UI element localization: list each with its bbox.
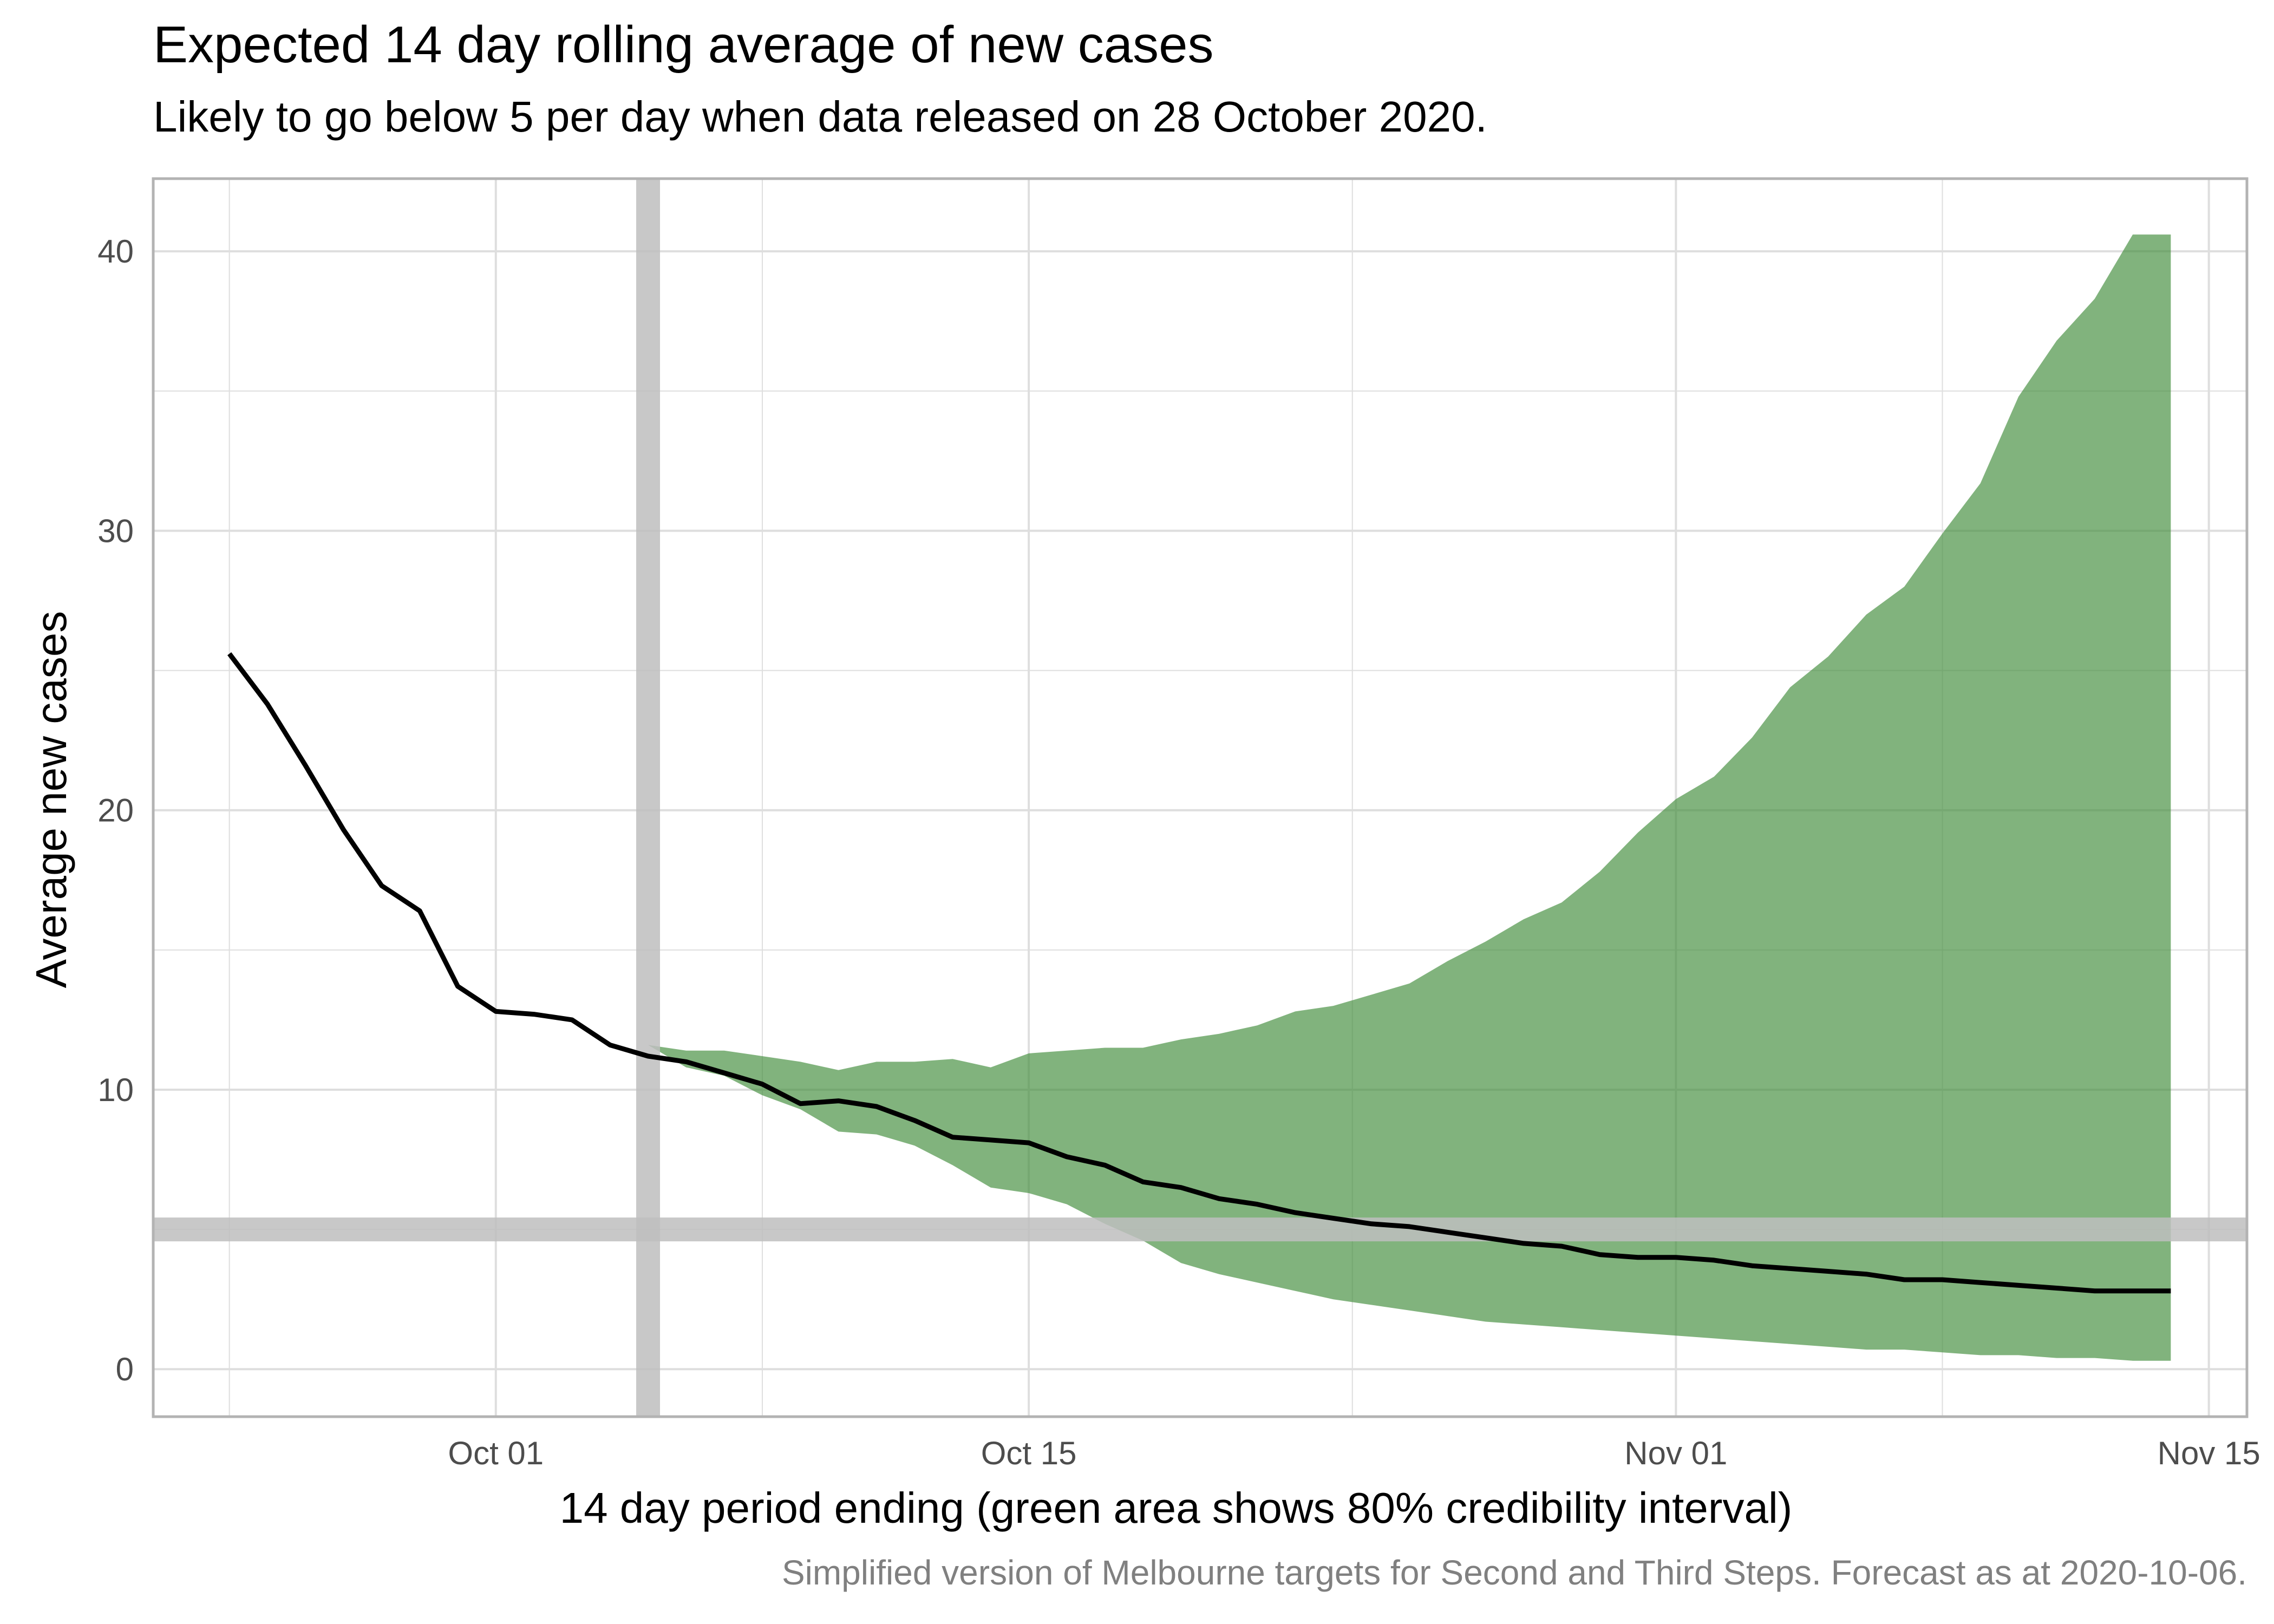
x-tick-label: Nov 01 bbox=[1624, 1435, 1727, 1471]
reference-lines bbox=[153, 179, 2247, 1417]
y-tick-label: 20 bbox=[97, 793, 134, 829]
x-tick-label: Nov 15 bbox=[2158, 1435, 2260, 1471]
y-tick-label: 30 bbox=[97, 513, 134, 549]
y-tick-label: 0 bbox=[116, 1351, 134, 1387]
y-tick-label: 10 bbox=[97, 1072, 134, 1108]
y-tick-label: 40 bbox=[97, 233, 134, 270]
x-tick-labels: Oct 01 Oct 15 Nov 01 Nov 15 bbox=[448, 1435, 2260, 1471]
x-tick-label: Oct 01 bbox=[448, 1435, 544, 1471]
median-line bbox=[227, 652, 2171, 1294]
chart-title: Expected 14 day rolling average of new c… bbox=[153, 16, 1214, 74]
credibility-band-layer bbox=[648, 234, 2171, 1361]
chart-subtitle: Likely to go below 5 per day when data r… bbox=[153, 93, 1487, 141]
y-tick-labels: 0 10 20 30 40 bbox=[97, 233, 134, 1387]
panel-border bbox=[152, 177, 2249, 1418]
median-line-layer bbox=[227, 652, 2171, 1294]
x-axis-label: 14 day period ending (green area shows 8… bbox=[559, 1484, 1793, 1532]
chart-caption: Simplified version of Melbourne targets … bbox=[781, 1553, 2247, 1592]
x-tick-label: Oct 15 bbox=[981, 1435, 1077, 1471]
credibility-band bbox=[648, 234, 2171, 1361]
